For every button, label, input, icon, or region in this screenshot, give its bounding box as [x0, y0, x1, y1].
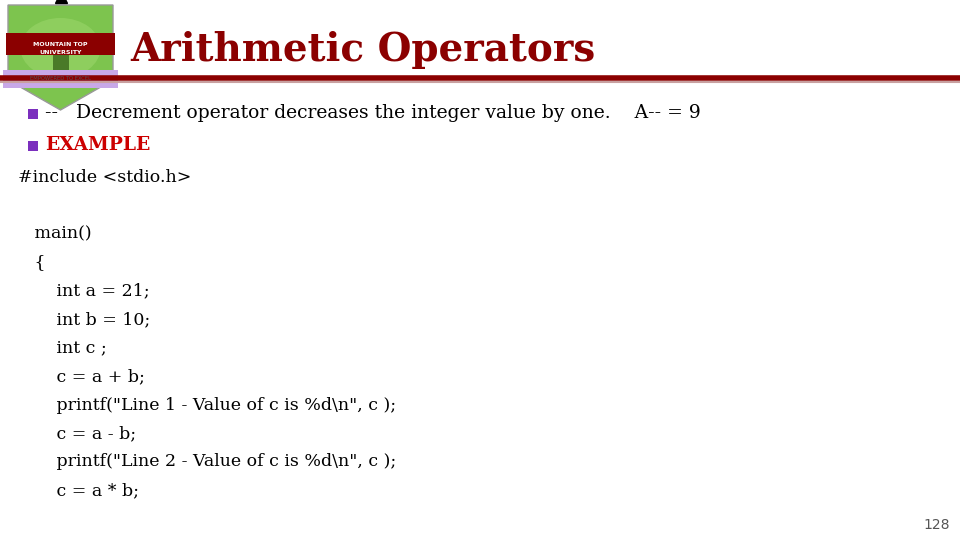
Text: Arithmetic Operators: Arithmetic Operators [130, 31, 595, 69]
Text: int b = 10;: int b = 10; [18, 311, 151, 328]
Text: #include <stdio.h>: #include <stdio.h> [18, 168, 191, 186]
FancyBboxPatch shape [53, 55, 68, 85]
Text: c = a + b;: c = a + b; [18, 368, 145, 385]
Text: {: { [18, 254, 45, 271]
Ellipse shape [20, 18, 101, 78]
Text: MOUNTAIN TOP: MOUNTAIN TOP [34, 42, 87, 46]
Polygon shape [8, 5, 113, 110]
Text: main(): main() [18, 226, 91, 242]
Text: int a = 21;: int a = 21; [18, 282, 150, 300]
Text: UNIVERSITY: UNIVERSITY [39, 50, 82, 55]
FancyBboxPatch shape [28, 141, 38, 151]
FancyBboxPatch shape [6, 33, 115, 55]
Text: --   Decrement operator decreases the integer value by one.    A-- = 9: -- Decrement operator decreases the inte… [45, 104, 701, 122]
Text: EMPOWERED TO EXCEL: EMPOWERED TO EXCEL [30, 77, 91, 82]
Text: c = a * b;: c = a * b; [18, 482, 139, 499]
Text: printf("Line 2 - Value of c is %d\n", c );: printf("Line 2 - Value of c is %d\n", c … [18, 454, 396, 470]
Text: int c ;: int c ; [18, 340, 107, 356]
Text: printf("Line 1 - Value of c is %d\n", c );: printf("Line 1 - Value of c is %d\n", c … [18, 396, 396, 414]
FancyBboxPatch shape [28, 109, 38, 119]
FancyBboxPatch shape [3, 70, 118, 88]
Text: 128: 128 [924, 518, 950, 532]
Text: c = a - b;: c = a - b; [18, 425, 136, 442]
Text: EXAMPLE: EXAMPLE [45, 136, 151, 154]
